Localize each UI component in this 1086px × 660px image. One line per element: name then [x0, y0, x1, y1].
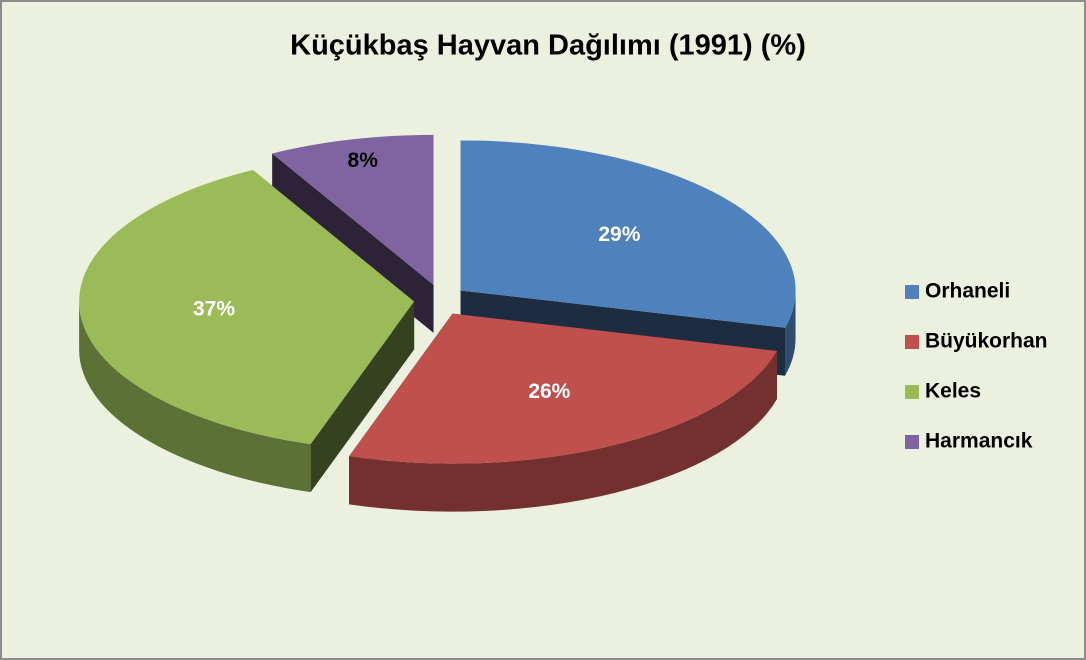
legend-label: Keles	[925, 380, 981, 403]
slice-outer-wall	[79, 301, 311, 493]
data-label: 26%	[528, 380, 570, 403]
chart-title: Küçükbaş Hayvan Dağılımı (1991) (%)	[290, 30, 806, 62]
slice-outer-wall	[785, 290, 796, 376]
legend-swatch	[905, 385, 919, 399]
slice-outer-wall	[349, 350, 778, 512]
data-label: 8%	[348, 149, 379, 172]
slice-top	[460, 140, 796, 328]
legend-swatch	[905, 435, 919, 449]
slice-top	[272, 134, 434, 285]
legend-label: Büyükorhan	[925, 330, 1048, 353]
legend-label: Harmancık	[925, 430, 1033, 453]
data-label: 29%	[598, 223, 640, 246]
data-label: 37%	[193, 297, 235, 320]
slice	[349, 313, 778, 512]
slice-top	[79, 170, 415, 445]
slice-top	[349, 313, 778, 464]
legend-swatch	[905, 285, 919, 299]
slice	[79, 170, 415, 493]
legend-swatch	[905, 335, 919, 349]
legend-label: Orhaneli	[925, 280, 1010, 303]
slice-edge-wall	[310, 301, 415, 493]
